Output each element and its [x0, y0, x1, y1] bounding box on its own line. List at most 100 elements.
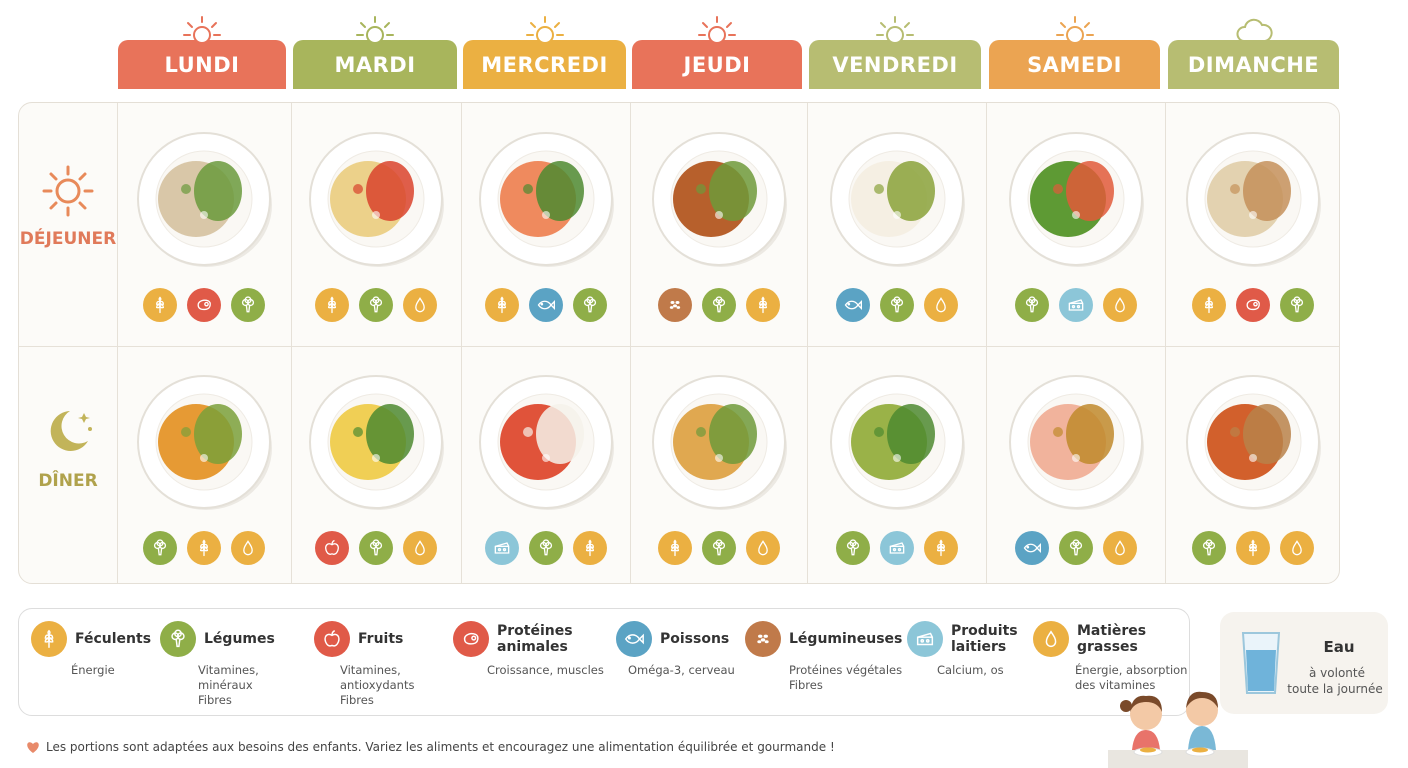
fish-icon [616, 621, 652, 657]
legend-title: Matières grasses [1077, 623, 1147, 655]
nutrient-tags [291, 288, 461, 322]
col-divider [117, 103, 118, 583]
sun-icon [42, 165, 94, 217]
meal-cell-lunch-jeudi [630, 103, 807, 346]
meal-cell-dinner-dimanche [1165, 346, 1341, 589]
meat-icon [187, 288, 221, 322]
nutrient-tags [986, 531, 1165, 565]
nutrient-tags [630, 288, 807, 322]
broccoli-icon [701, 531, 736, 565]
meal-cell-lunch-lundi [117, 103, 291, 346]
wheat-icon [187, 531, 221, 565]
day-label: DIMANCHE [1187, 52, 1320, 77]
legend-desc-line: Fibres [340, 693, 374, 707]
water-title: Eau [1323, 638, 1355, 656]
wheat-icon [1192, 288, 1226, 322]
footer-note: Les portions sont adaptées aux besoins d… [26, 740, 835, 754]
day-header-vendredi: VENDREDI [809, 16, 981, 89]
broccoli-icon [1058, 531, 1093, 565]
nutrient-tags [807, 531, 986, 565]
apple-icon [315, 531, 349, 565]
wheat-icon [745, 288, 780, 322]
cheese-icon [484, 531, 519, 565]
legend-desc-line: Fibres [789, 678, 823, 692]
sun-icon [1055, 16, 1094, 44]
broccoli-icon [1280, 288, 1314, 322]
legend-title: Protéines animales [497, 623, 573, 655]
dish-plate [137, 375, 272, 510]
water-desc-1: à volonté [1309, 666, 1365, 680]
legend-title: Légumes [204, 631, 275, 647]
meal-cell-dinner-samedi [986, 346, 1165, 589]
dish-plate [309, 375, 444, 510]
legend-title: Poissons [660, 631, 730, 647]
legend-desc: Vitamines, antioxydants Fibres [340, 663, 470, 708]
nutrient-tags [1165, 288, 1341, 322]
drop-icon [231, 531, 265, 565]
drop-icon [923, 288, 958, 322]
nutrient-tags [807, 288, 986, 322]
col-divider [291, 103, 292, 583]
meal-label-lunch: DÉJEUNER [19, 163, 117, 249]
meal-cell-dinner-jeudi [630, 346, 807, 589]
dish-plate [651, 132, 787, 267]
legend-desc: Oméga-3, cerveau [628, 663, 758, 678]
legend-desc-line: Croissance, muscles [487, 663, 604, 677]
dish-plate [309, 132, 444, 267]
legend-title: Fruits [358, 631, 404, 647]
dish-plate [478, 375, 614, 510]
broccoli-icon [572, 288, 607, 322]
meat-icon [453, 621, 489, 657]
nutrient-tags [461, 531, 630, 565]
broccoli-icon [528, 531, 563, 565]
wheat-icon [315, 288, 349, 322]
fish-icon [528, 288, 563, 322]
wheat-icon [143, 288, 177, 322]
drop-icon [403, 531, 437, 565]
col-divider [1165, 103, 1166, 583]
cloud-icon [1236, 18, 1273, 42]
meat-icon [1236, 288, 1270, 322]
legend-desc: Calcium, os [937, 663, 1067, 678]
sun-icon [356, 16, 394, 44]
wheat-icon [572, 531, 607, 565]
legend-desc-line: minéraux [198, 678, 253, 692]
beans-icon [745, 621, 781, 657]
moon-icon [50, 411, 92, 451]
meal-cell-lunch-dimanche [1165, 103, 1341, 346]
legend-desc: Vitamines, minéraux Fibres [198, 663, 328, 708]
heart-icon [27, 741, 39, 753]
col-divider [630, 103, 631, 583]
wheat-icon [1236, 531, 1270, 565]
broccoli-icon [701, 288, 736, 322]
day-header-lundi: LUNDI [118, 16, 286, 89]
nutrient-tags [1165, 531, 1341, 565]
broccoli-icon [359, 288, 393, 322]
day-header-samedi: SAMEDI [989, 16, 1160, 89]
legend-desc-line: Énergie [71, 663, 115, 677]
day-label: MARDI [334, 52, 416, 77]
dish-plate [1186, 375, 1321, 510]
broccoli-icon [143, 531, 177, 565]
meal-cell-lunch-vendredi [807, 103, 986, 346]
beans-icon [657, 288, 692, 322]
dish-plate [478, 132, 614, 267]
meal-cell-dinner-mardi [291, 346, 461, 589]
day-label: MERCREDI [481, 52, 608, 77]
fish-icon [835, 288, 870, 322]
legend-desc: Énergie [71, 663, 201, 678]
apple-icon [314, 621, 350, 657]
legend-desc-line: Vitamines, [340, 663, 401, 677]
col-divider [461, 103, 462, 583]
legend-desc-line: Calcium, os [937, 663, 1004, 677]
meal-label-dinner: DÎNER [19, 405, 117, 491]
day-header-jeudi: JEUDI [632, 16, 802, 89]
legend-desc-line: Protéines végétales [789, 663, 903, 677]
day-header-mercredi: MERCREDI [463, 16, 626, 89]
broccoli-icon [1014, 288, 1049, 322]
day-label: LUNDI [164, 52, 240, 77]
sun-icon [183, 16, 221, 44]
drop-icon [1280, 531, 1314, 565]
dish-plate [1186, 132, 1321, 267]
cheese-icon [907, 621, 943, 657]
